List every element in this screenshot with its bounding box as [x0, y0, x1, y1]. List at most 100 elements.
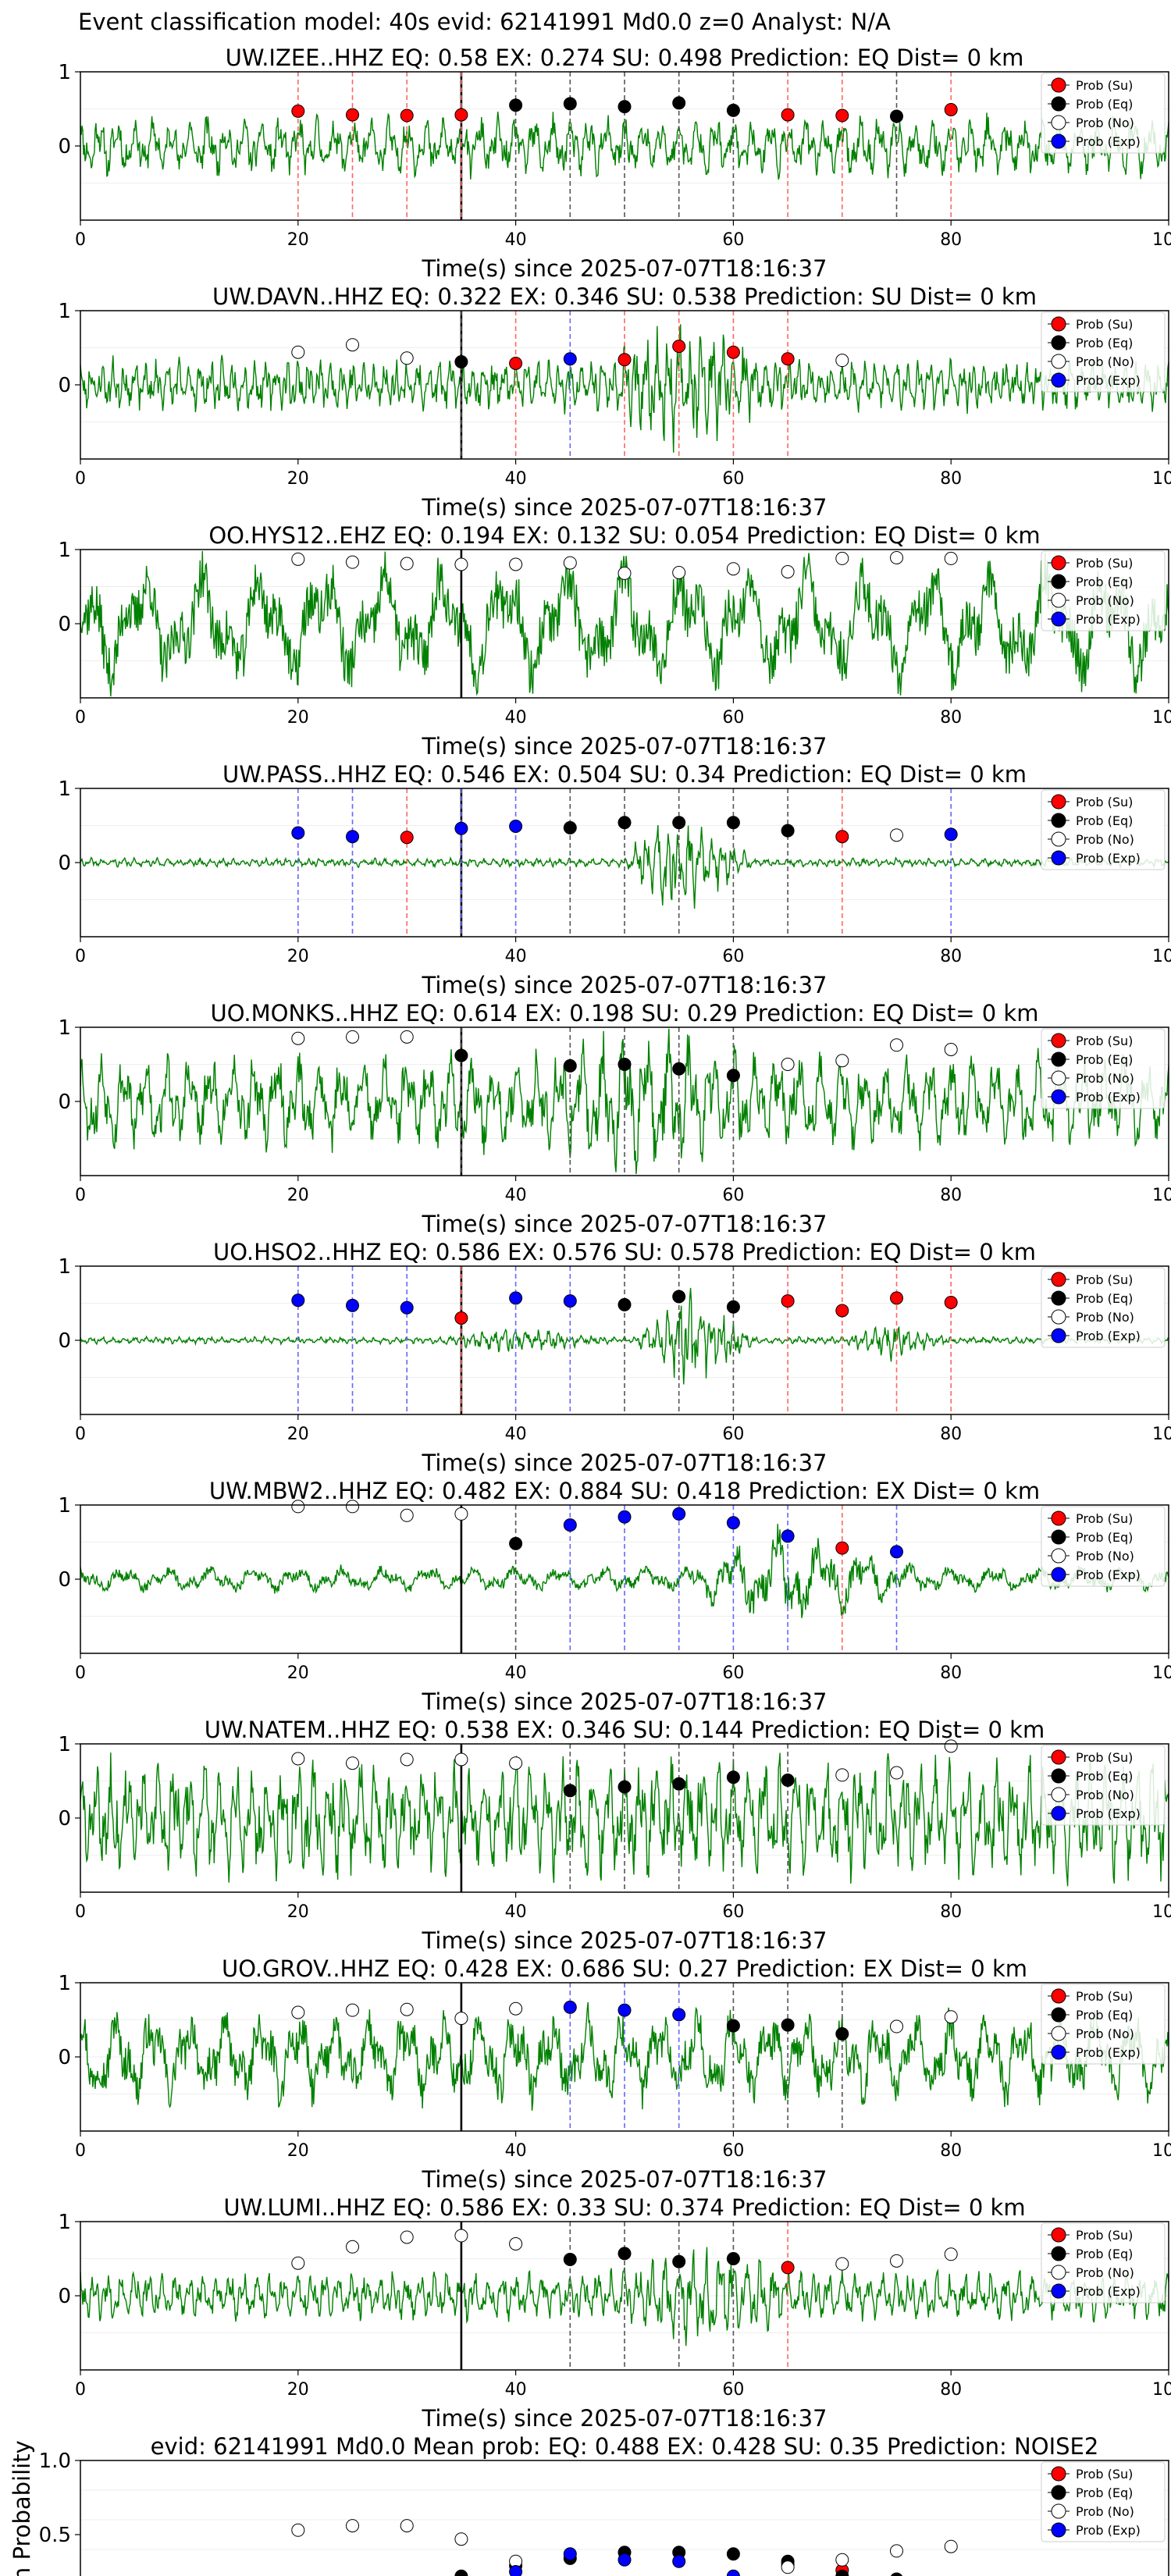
prob-point-eq — [618, 816, 632, 830]
panel-title: UW.PASS..HHZ EQ: 0.546 EX: 0.504 SU: 0.3… — [222, 761, 1027, 788]
prob-point-no — [400, 2230, 414, 2244]
prob-point-eq — [618, 1297, 632, 1311]
prob-point-exp — [400, 1300, 414, 1315]
legend-label-eq: Prob (Eq) — [1076, 1291, 1133, 1306]
mean-prob-point-no — [346, 2519, 359, 2533]
legend-box — [1041, 1267, 1166, 1348]
legend-label-exp: Prob (Exp) — [1076, 1090, 1141, 1105]
prob-point-su — [781, 2261, 795, 2275]
prob-point-no — [454, 2229, 468, 2243]
x-tick-label: 80 — [940, 1186, 962, 1205]
prob-point-no — [454, 1752, 468, 1767]
legend-marker-su — [1051, 316, 1066, 332]
mean-prob-point-eq — [726, 2547, 740, 2561]
legend-box — [1041, 311, 1166, 393]
x-tick-label: 60 — [722, 2380, 744, 2400]
y-tick-label: 0 — [58, 1091, 71, 1114]
x-tick-label: 20 — [287, 1663, 309, 1683]
legend-marker-exp — [1051, 372, 1066, 388]
mean-prob-point-no — [400, 2519, 414, 2533]
chart-panel-3: OO.HYS12..EHZ EQ: 0.194 EX: 0.132 SU: 0.… — [58, 522, 1171, 760]
legend-marker-no — [1051, 354, 1066, 369]
chart-panel-1: UW.IZEE..HHZ EQ: 0.58 EX: 0.274 SU: 0.49… — [58, 44, 1171, 282]
prob-point-su — [454, 1311, 468, 1325]
prob-point-eq — [509, 1536, 523, 1550]
x-tick-label: 40 — [505, 469, 527, 489]
prob-point-eq — [726, 2252, 740, 2265]
x-tick-label: 80 — [940, 1902, 962, 1922]
x-tick-label: 100 — [1152, 1186, 1171, 1205]
legend-label-su: Prob (Su) — [1076, 2228, 1133, 2243]
legend-label-su: Prob (Su) — [1076, 1750, 1133, 1765]
y-tick-label: 0 — [58, 1568, 71, 1592]
legend-label-eq: Prob (Eq) — [1076, 2008, 1133, 2023]
prob-point-no — [400, 2002, 414, 2016]
prob-point-su — [781, 352, 795, 366]
y-tick-label: 1 — [58, 1972, 71, 1995]
legend-label-no: Prob (No) — [1076, 354, 1134, 369]
prob-point-eq — [672, 1290, 686, 1304]
legend: Prob (Su) Prob (Eq) Prob (No) Prob (Exp) — [1041, 1506, 1166, 1587]
legend-label-no: Prob (No) — [1076, 116, 1134, 130]
x-axis-label: Time(s) since 2025-07-07T18:16:37 — [422, 1688, 828, 1715]
prob-point-su — [672, 340, 686, 354]
x-axis-label: Time(s) since 2025-07-07T18:16:37 — [422, 255, 828, 282]
x-tick-label: 60 — [722, 2141, 744, 2161]
legend-marker-eq — [1051, 813, 1066, 828]
figure-title: Event classification model: 40s evid: 62… — [78, 9, 891, 35]
prob-point-eq — [781, 1774, 795, 1788]
prob-point-exp — [890, 1545, 903, 1559]
prob-point-no — [346, 2003, 359, 2017]
legend-label-eq: Prob (Eq) — [1076, 97, 1133, 112]
y-tick-label: 0 — [58, 374, 71, 397]
x-tick-label: 60 — [722, 1186, 744, 1205]
prob-point-eq — [509, 98, 523, 112]
chart-panel-9: UO.GROV..HHZ EQ: 0.428 EX: 0.686 SU: 0.2… — [58, 1955, 1171, 2193]
legend-label-exp: Prob (Exp) — [1076, 1567, 1141, 1582]
legend-marker-no — [1051, 115, 1066, 130]
prob-point-su — [400, 831, 414, 845]
legend-label-su: Prob (Su) — [1076, 1989, 1133, 2004]
legend-marker-su — [1051, 1033, 1066, 1048]
prob-point-no — [291, 345, 305, 359]
legend-label-su: Prob (Su) — [1076, 795, 1133, 809]
legend-label-exp: Prob (Exp) — [1076, 612, 1141, 627]
x-tick-label: 20 — [287, 1425, 309, 1444]
y-tick-label: 0.5 — [39, 2524, 71, 2547]
x-tick-label: 0 — [75, 1186, 86, 1205]
x-tick-label: 40 — [505, 1425, 527, 1444]
x-tick-label: 100 — [1152, 1425, 1171, 1444]
legend-marker-exp — [1051, 133, 1066, 149]
x-tick-label: 60 — [722, 947, 744, 966]
prob-point-no — [835, 1768, 849, 1782]
legend-label-no: Prob (No) — [1076, 1549, 1134, 1564]
legend-label-eq: Prob (Eq) — [1076, 1052, 1133, 1067]
prob-point-no — [509, 2237, 523, 2250]
prob-point-exp — [291, 826, 305, 840]
x-tick-label: 20 — [287, 230, 309, 250]
legend-label-su: Prob (Su) — [1076, 317, 1133, 332]
legend-label-exp: Prob (Exp) — [1076, 2045, 1141, 2060]
prob-point-eq — [726, 1300, 740, 1314]
legend-label-su: Prob (Su) — [1076, 2467, 1133, 2482]
prob-point-no — [291, 1500, 305, 1514]
x-tick-label: 40 — [505, 2380, 527, 2400]
prob-point-no — [890, 550, 903, 564]
mean-prob-point-exp — [726, 2569, 740, 2576]
x-tick-label: 80 — [940, 708, 962, 728]
prob-point-eq — [454, 355, 468, 369]
x-tick-label: 20 — [287, 947, 309, 966]
panel-title: UO.GROV..HHZ EQ: 0.428 EX: 0.686 SU: 0.2… — [222, 1955, 1027, 1982]
y-tick-label: 0 — [58, 1329, 71, 1353]
x-tick-label: 100 — [1152, 2380, 1171, 2400]
prob-point-su — [781, 108, 795, 122]
legend-marker-eq — [1051, 1529, 1066, 1545]
prob-point-exp — [672, 1507, 686, 1521]
waveform-trace — [80, 550, 1169, 697]
chart-panel-8: UW.NATEM..HHZ EQ: 0.538 EX: 0.346 SU: 0.… — [58, 1717, 1171, 1954]
prob-point-no — [346, 2240, 359, 2254]
prob-point-no — [346, 338, 359, 352]
y-tick-label: 0 — [58, 613, 71, 636]
legend-marker-eq — [1051, 2246, 1066, 2261]
